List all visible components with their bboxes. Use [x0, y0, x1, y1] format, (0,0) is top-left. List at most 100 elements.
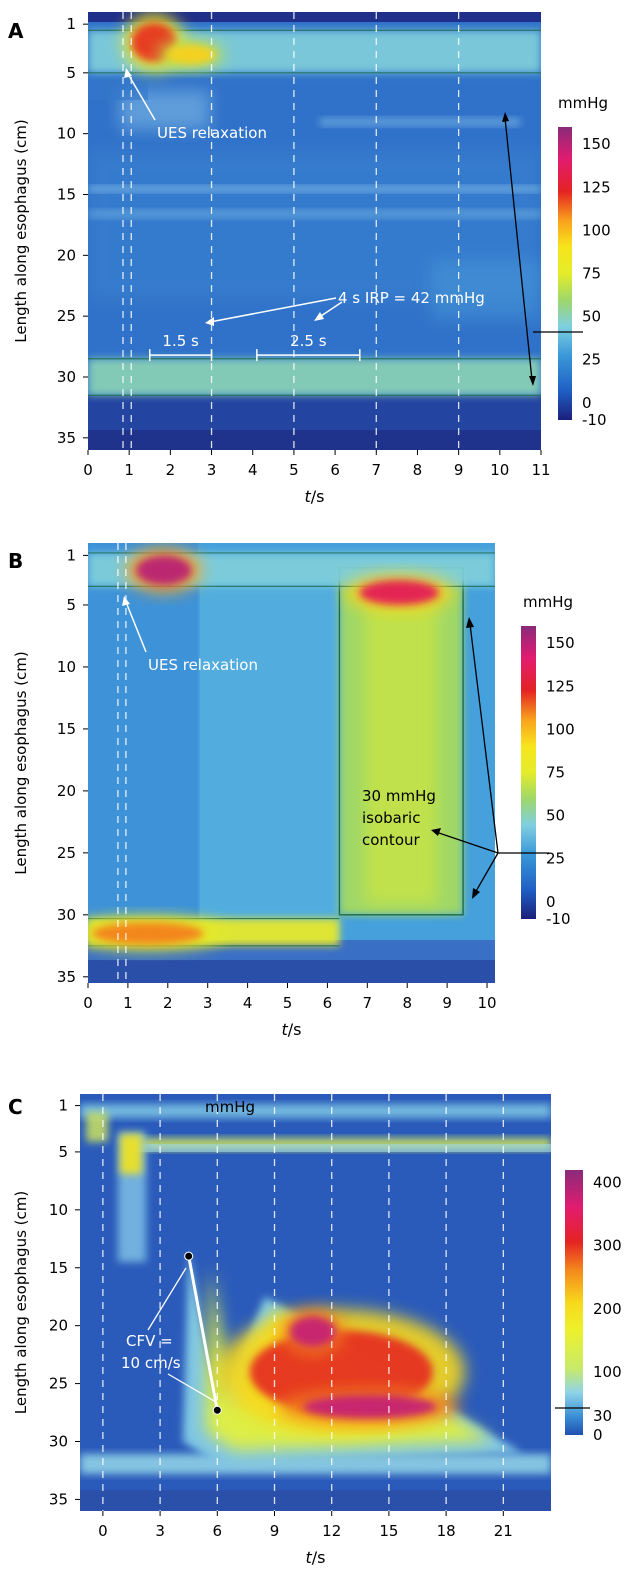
x-tick-label-b-4: 4: [243, 994, 253, 1012]
y-tick-label-a-20: 20: [57, 246, 76, 264]
x-tick-label-b-8: 8: [402, 994, 412, 1012]
x-tick-label-b-9: 9: [442, 994, 452, 1012]
y-axis-label-c: Length along esophagus (cm): [12, 1191, 30, 1414]
colorbar-a-tick-150: 150: [582, 135, 611, 153]
y-axis-label-b: Length along esophagus (cm): [12, 651, 30, 874]
colorbar-c-tick-300: 300: [593, 1237, 622, 1255]
y-tick-label-b-20: 20: [57, 782, 76, 800]
y-tick-label-b-30: 30: [57, 906, 76, 924]
isobaric-line-1: 30 mmHg: [362, 787, 436, 805]
x-tick-label-c-15: 15: [379, 1522, 398, 1540]
x-axis-label-b: t/s: [281, 1020, 301, 1039]
y-tick-label-c-10: 10: [49, 1201, 68, 1219]
y-tick-label-a-30: 30: [57, 368, 76, 386]
colorbar-a-tick-25: 25: [582, 351, 601, 369]
colorbar-a-tick-75: 75: [582, 265, 601, 283]
y-tick-label-a-25: 25: [57, 307, 76, 325]
x-tick-label-c-18: 18: [437, 1522, 456, 1540]
y-tick-label-b-10: 10: [57, 658, 76, 676]
y-tick-label-b-35: 35: [57, 968, 76, 986]
annotations-a: UES relaxation 4 s IRP = 42 mmHg 1.5 s 2.…: [124, 68, 583, 386]
x-tick-label-c-9: 9: [270, 1522, 280, 1540]
x-tick-label-b-6: 6: [323, 994, 333, 1012]
y-tick-label-b-5: 5: [66, 596, 76, 614]
colorbar-b-tick--10: -10: [546, 910, 571, 928]
panel-label-c: C: [8, 1095, 23, 1119]
colorbar-a-tick--10: -10: [582, 411, 607, 429]
annotations-b: UES relaxation 30 mmHg isobaric contour: [122, 596, 549, 899]
y-tick-label-c-15: 15: [49, 1259, 68, 1277]
colorbar-a-tick-50: 50: [582, 308, 601, 326]
panel-a: A 0 1 2 3 4 5 6 7 8 9 10 1115101520253035t/sLength …: [8, 12, 611, 506]
y-axis-label-a: Length along esophagus (cm): [12, 119, 30, 342]
x-tick-label-a-11: 11: [531, 461, 550, 479]
y-tick-label-a-35: 35: [57, 429, 76, 447]
pressure-band-a-1: [88, 358, 541, 396]
colorbar-b-unit: mmHg: [523, 593, 573, 611]
irp-label: 4 s IRP = 42 mmHg: [338, 289, 485, 307]
y-tick-label-a-5: 5: [66, 64, 76, 82]
x-tick-label-a-10: 10: [490, 461, 509, 479]
colorbar-a-unit: mmHg: [558, 94, 608, 112]
colorbar-b-tick-50: 50: [546, 807, 565, 825]
x-tick-label-c-12: 12: [322, 1522, 341, 1540]
cfv-line-1: CFV =: [126, 1332, 173, 1350]
cfv-point-start: [184, 1251, 194, 1261]
y-tick-label-c-1: 1: [58, 1097, 68, 1115]
colorbar-b-tick-75: 75: [546, 764, 565, 782]
colorbar-c: 400 300 200 100 300: [555, 1170, 622, 1444]
x-tick-label-a-8: 8: [413, 461, 423, 479]
y-tick-label-b-1: 1: [66, 546, 76, 564]
annotations-c: mmHg CFV = 10 cm/s: [121, 1098, 255, 1415]
x-tick-label-b-3: 3: [203, 994, 213, 1012]
panel-label-a: A: [8, 19, 24, 43]
x-tick-label-a-2: 2: [166, 461, 176, 479]
cfv-point-end: [212, 1405, 222, 1415]
heatmap-b: [88, 543, 495, 983]
x-tick-label-c-3: 3: [155, 1522, 165, 1540]
y-tick-label-b-25: 25: [57, 844, 76, 862]
x-tick-label-a-1: 1: [124, 461, 134, 479]
colorbar-c-tick-200: 200: [593, 1300, 622, 1318]
isobaric-line-2: isobaric: [362, 809, 420, 827]
x-axis-label-c: t/s: [305, 1548, 325, 1567]
y-tick-label-c-25: 25: [49, 1375, 68, 1393]
colorbar-b-tick-100: 100: [546, 720, 575, 738]
colorbar-b: mmHg 150 125 100 75 50 25 0-10: [521, 593, 575, 928]
x-tick-label-b-1: 1: [123, 994, 133, 1012]
y-tick-label-a-15: 15: [57, 186, 76, 204]
colorbar-a-tick-0: 0: [582, 394, 592, 412]
y-tick-label-a-1: 1: [66, 15, 76, 33]
x-tick-label-a-9: 9: [454, 461, 464, 479]
x-tick-label-a-4: 4: [248, 461, 258, 479]
heatmap-c: [80, 1094, 551, 1511]
colorbar-c-tick-0: 0: [593, 1426, 603, 1444]
x-tick-label-b-0: 0: [83, 994, 93, 1012]
y-tick-label-c-5: 5: [58, 1143, 68, 1161]
colorbar-b-tick-125: 125: [546, 677, 575, 695]
y-tick-label-c-20: 20: [49, 1317, 68, 1335]
y-tick-label-b-15: 15: [57, 720, 76, 738]
ues-label-a: UES relaxation: [157, 124, 267, 142]
x-tick-label-a-3: 3: [207, 461, 217, 479]
ues-label-b: UES relaxation: [148, 656, 258, 674]
interval1-label: 1.5 s: [162, 332, 199, 350]
x-tick-label-c-6: 6: [213, 1522, 223, 1540]
x-tick-label-a-0: 0: [83, 461, 93, 479]
x-tick-label-a-5: 5: [289, 461, 299, 479]
panel-label-b: B: [8, 549, 23, 573]
heatmap-a: [88, 12, 541, 450]
y-tick-label-c-30: 30: [49, 1433, 68, 1451]
x-tick-label-b-5: 5: [283, 994, 293, 1012]
x-tick-label-b-2: 2: [163, 994, 173, 1012]
y-tick-label-c-35: 35: [49, 1490, 68, 1508]
cfv-line-2: 10 cm/s: [121, 1354, 181, 1372]
cfv-line: [187, 1255, 219, 1411]
colorbar-c-tick-30: 30: [593, 1407, 612, 1425]
colorbar-a-tick-100: 100: [582, 221, 611, 239]
